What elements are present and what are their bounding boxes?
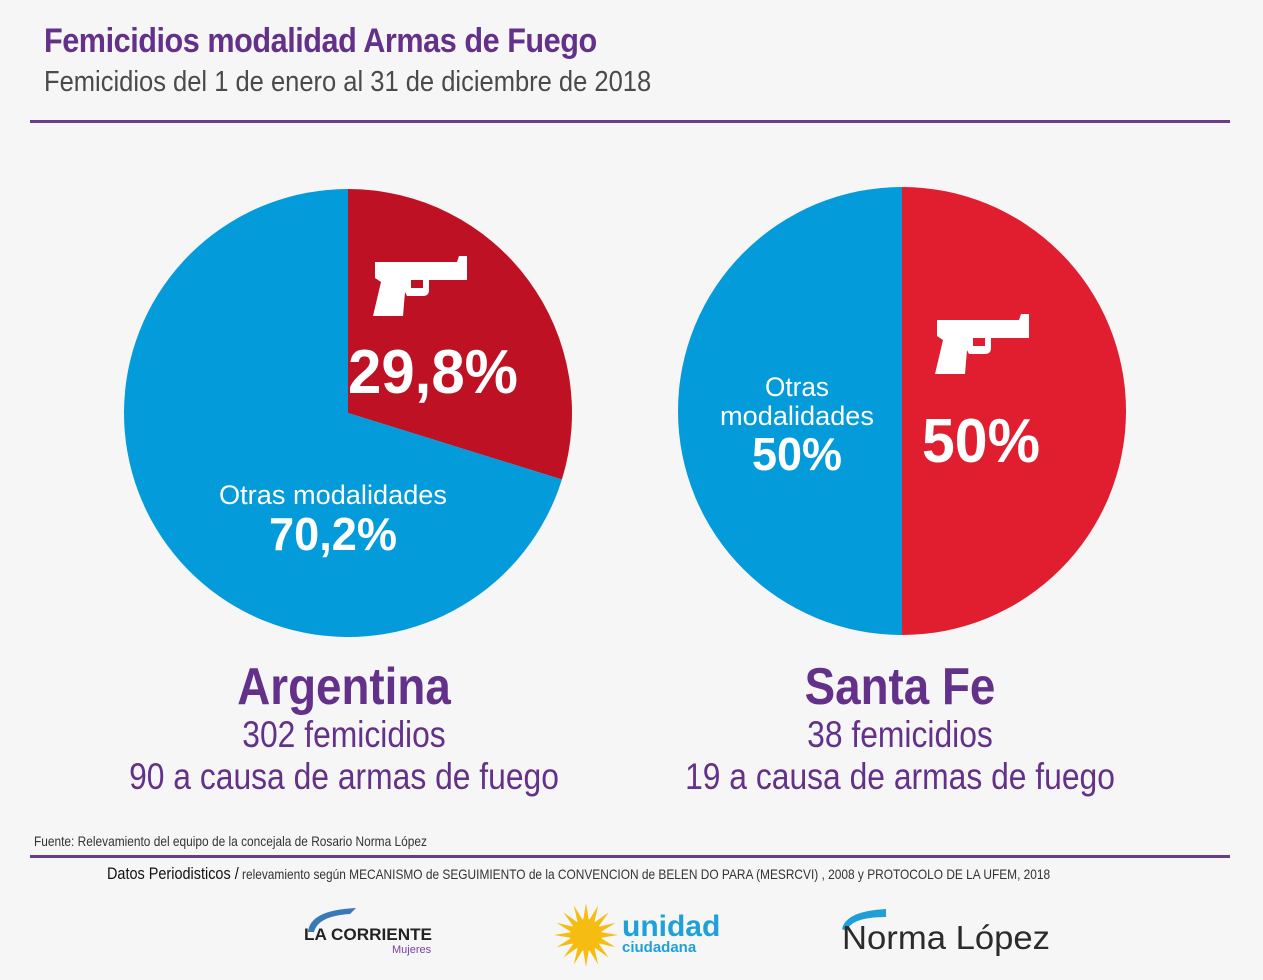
datos-note: Datos Periodisticos / relevamiento según… <box>107 864 1050 884</box>
logo-subtext: ciudadana <box>622 939 697 956</box>
slice-label-other: 50% <box>752 428 842 480</box>
sun-ray <box>593 912 609 928</box>
sun-ray <box>597 937 616 948</box>
slice-label-firearms: 29,8% <box>348 338 518 407</box>
sun-ray <box>573 905 584 924</box>
pistol-icon <box>373 256 467 316</box>
datos-text: relevamiento según MECANISMO de SEGUIMIE… <box>238 866 1051 882</box>
sun-ray <box>597 922 616 933</box>
sun-ray <box>573 946 584 965</box>
pie-slice-other <box>124 189 562 637</box>
logo-subtext: Mujeres <box>392 944 432 956</box>
sun-ray <box>563 942 579 958</box>
sun-ray <box>593 942 609 958</box>
slice-label-other-title-1: Otras <box>765 372 829 402</box>
sun-ray <box>563 912 579 928</box>
pie-slice-firearms <box>902 187 1126 635</box>
region-total: 38 femicidios <box>807 714 993 755</box>
sun-ray <box>582 948 590 967</box>
pie-slice-other <box>678 187 902 635</box>
pie-chart-santa-fe: 50% Otras modalidades 50% <box>678 187 1126 635</box>
region-caption-santa-fe: Santa Fe 38 femicidios 19 a causa de arm… <box>650 660 1150 798</box>
sun-ray <box>554 931 573 939</box>
slice-label-other-title-2: modalidades <box>720 401 874 431</box>
region-caption-argentina: Argentina 302 femicidios 90 a causa de a… <box>94 660 594 798</box>
sun-ray <box>588 946 599 965</box>
sun-icon <box>554 903 618 967</box>
logo-text: unidad <box>622 910 720 943</box>
sun-ray <box>556 937 575 948</box>
region-name: Argentina <box>237 658 451 716</box>
chart-subtitle: Femicidios del 1 de enero al 31 de dicie… <box>44 66 652 98</box>
slice-label-other: 70,2% <box>269 508 397 560</box>
datos-label: Datos Periodisticos / <box>107 864 239 883</box>
la-corriente-logo: LA CORRIENTE Mujeres <box>304 908 432 956</box>
footer-divider <box>30 855 1230 858</box>
source-note: Fuente: Relevamiento del equipo de la co… <box>34 833 427 849</box>
chart-title: Femicidios modalidad Armas de Fuego <box>44 22 597 60</box>
slice-label-other-title: Otras modalidades <box>219 480 447 510</box>
region-firearms: 19 a causa de armas de fuego <box>685 756 1115 797</box>
sun-ray <box>599 931 618 939</box>
sun-ray <box>588 905 599 924</box>
slice-label-firearms: 50% <box>922 407 1040 476</box>
pie-chart-argentina: 29,8% Otras modalidades 70,2% <box>124 189 572 637</box>
region-firearms: 90 a causa de armas de fuego <box>129 756 559 797</box>
region-name: Santa Fe <box>804 658 996 716</box>
swoosh-icon <box>842 909 886 931</box>
sun-ray <box>582 903 590 922</box>
pistol-icon <box>935 314 1029 374</box>
header-divider <box>30 120 1230 123</box>
logo-text: LA CORRIENTE <box>304 925 432 944</box>
sun-ray <box>556 922 575 933</box>
norma-lopez-logo: Norma López <box>842 909 1050 956</box>
swoosh-icon <box>308 908 356 932</box>
unidad-ciudadana-logo: unidad ciudadana <box>554 903 720 967</box>
region-total: 302 femicidios <box>242 714 446 755</box>
pie-slice-firearms <box>348 189 572 480</box>
logo-text: Norma López <box>842 919 1050 956</box>
